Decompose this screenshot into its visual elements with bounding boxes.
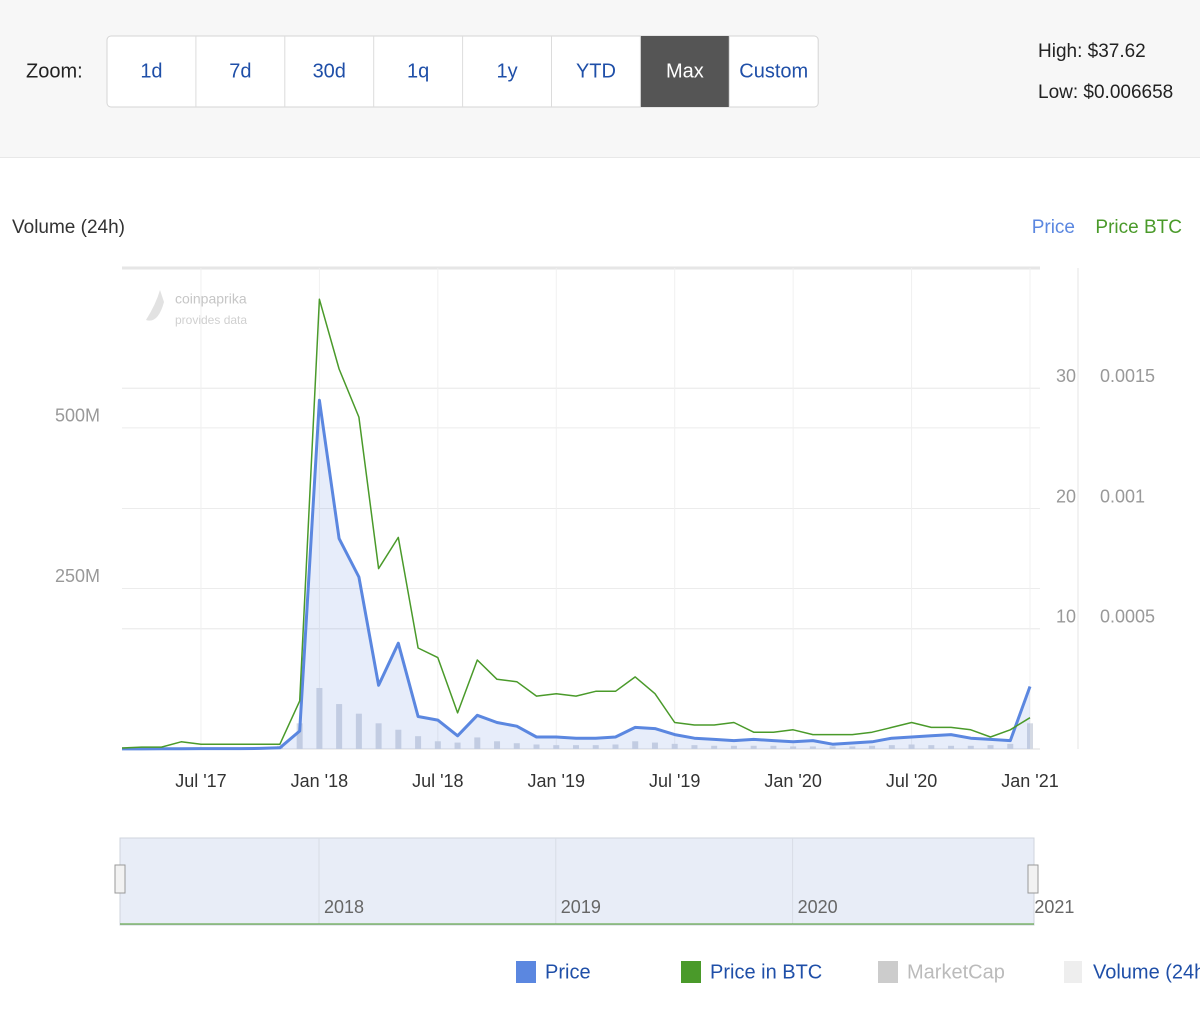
volume-bar [533, 744, 540, 749]
legend-swatch[interactable] [516, 961, 536, 983]
y3-tick-label: 0.0005 [1100, 607, 1155, 627]
x-tick-label: Jan '19 [528, 771, 585, 791]
volume-bar [513, 743, 520, 749]
volume-bar [750, 745, 757, 749]
y3-tick-label: 0.001 [1100, 486, 1145, 506]
zoom-button[interactable]: 1y [496, 60, 517, 82]
volume-bar [434, 741, 441, 749]
volume-bar [494, 741, 501, 749]
volume-bar [849, 746, 856, 749]
watermark: coinpaprika [175, 291, 247, 307]
volume-bar [928, 745, 935, 749]
volume-bar [671, 743, 678, 749]
volume-bar [809, 746, 816, 749]
zoom-button[interactable]: Custom [739, 60, 808, 82]
series-line [121, 298, 1031, 749]
zoom-button[interactable]: 1q [407, 60, 429, 82]
y-tick-label: 250M [55, 566, 100, 586]
x-tick-label: Jul '18 [412, 771, 463, 791]
y-axis-title: Volume (24h) [12, 217, 125, 238]
legend-swatch[interactable] [878, 961, 898, 983]
y3-axis-title: Price BTC [1095, 217, 1182, 238]
volume-bar [395, 729, 402, 749]
x-tick-label: Jan '20 [764, 771, 821, 791]
legend-label[interactable]: Price [545, 961, 591, 983]
volume-bar [770, 745, 777, 749]
x-tick-label: Jul '20 [886, 771, 937, 791]
legend-swatch[interactable] [681, 961, 701, 983]
volume-bar [987, 745, 994, 749]
x-tick-label: Jul '19 [649, 771, 700, 791]
legend-swatch[interactable] [1064, 961, 1082, 983]
volume-bar [888, 745, 895, 749]
low-label: Low: $0.006658 [1038, 82, 1173, 103]
series-line [122, 398, 1032, 751]
y-tick-label: 500M [55, 406, 100, 426]
volume-bar [454, 742, 461, 749]
x-tick-label: Jan '18 [291, 771, 348, 791]
zoom-button[interactable]: 7d [229, 60, 251, 82]
volume-bar [711, 745, 718, 749]
volume-bar [948, 745, 955, 749]
volume-bar [316, 687, 323, 749]
volume-bar [908, 744, 915, 749]
volume-bar [1007, 743, 1014, 749]
watermark: provides data [175, 313, 247, 327]
volume-bar [573, 745, 579, 749]
navigator[interactable] [119, 837, 1035, 926]
volume-bar [336, 704, 343, 749]
volume-bar [651, 742, 658, 749]
navigator-label: 2019 [561, 897, 601, 917]
navigator-handle[interactable] [114, 864, 126, 894]
legend-label[interactable]: MarketCap [907, 961, 1005, 983]
volume-bar [1027, 723, 1033, 749]
navigator-label: 2018 [324, 897, 364, 917]
volume-bar [730, 745, 737, 749]
volume-bar [790, 746, 797, 749]
y2-tick-label: 30 [1056, 366, 1076, 386]
volume-bar [632, 741, 639, 749]
y3-tick-label: 0.0015 [1100, 366, 1155, 386]
volume-bar [612, 744, 619, 749]
zoom-button[interactable]: YTD [576, 60, 616, 82]
volume-bar [829, 746, 836, 749]
high-label: High: $37.62 [1038, 41, 1146, 62]
legend-label[interactable]: Volume (24h) [1093, 961, 1200, 983]
volume-bar [553, 745, 560, 749]
volume-bar [967, 745, 974, 749]
button-active[interactable] [640, 36, 730, 107]
volume-bar [869, 745, 876, 749]
zoom-button[interactable]: Max [666, 60, 704, 82]
y2-axis-title: Price [1032, 217, 1075, 238]
volume-bar [474, 737, 481, 749]
navigator-label: 2020 [798, 897, 838, 917]
watermark-logo [146, 290, 164, 321]
legend-label[interactable]: Price in BTC [710, 961, 822, 983]
y2-tick-label: 10 [1056, 607, 1076, 627]
volume-bar [592, 745, 599, 749]
price-area [122, 400, 1030, 749]
zoom-button[interactable]: 30d [313, 60, 346, 82]
zoom-label: Zoom: [26, 60, 83, 82]
navigator-label: 2021 [1034, 897, 1074, 917]
volume-bar [355, 713, 362, 749]
x-tick-label: Jan '21 [1001, 771, 1058, 791]
zoom-button[interactable]: 1d [140, 60, 162, 82]
volume-bar [415, 736, 422, 749]
volume-bar [375, 723, 382, 749]
x-tick-label: Jul '17 [175, 771, 226, 791]
volume-bar [691, 745, 698, 749]
navigator-handle[interactable] [1027, 864, 1039, 894]
volume-bar [296, 723, 303, 749]
y2-tick-label: 20 [1056, 486, 1076, 506]
